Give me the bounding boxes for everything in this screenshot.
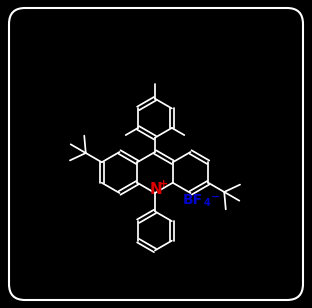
- Text: N: N: [150, 183, 162, 197]
- Text: +: +: [159, 179, 168, 189]
- Text: BF: BF: [183, 193, 203, 207]
- Text: 4: 4: [204, 198, 211, 208]
- Text: −: −: [211, 192, 220, 202]
